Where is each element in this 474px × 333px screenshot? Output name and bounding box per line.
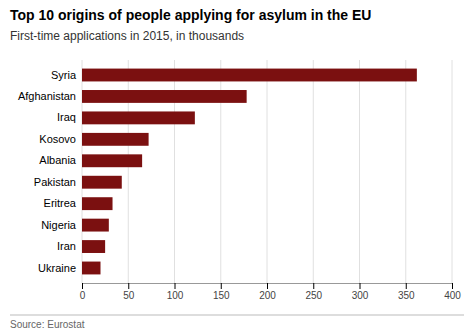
tick-label: 0: [80, 290, 86, 301]
tick-mark: [406, 283, 407, 289]
bar: [82, 176, 122, 189]
category-tick: Ukraine: [38, 262, 82, 274]
category-label: Syria: [51, 69, 77, 81]
category-label: Nigeria: [41, 219, 77, 231]
category-label: Afghanistan: [18, 90, 76, 102]
category-label: Eritrea: [44, 197, 77, 209]
tick: 100: [167, 283, 184, 301]
category-tick: Syria: [51, 69, 82, 81]
tick: 350: [398, 283, 415, 301]
category-tick: Eritrea: [44, 197, 82, 209]
bar: [82, 111, 195, 124]
bars: [82, 69, 417, 275]
y-axis: Syria Afghanistan Iraq Kosovo Albania Pakista…: [18, 61, 83, 284]
bar: [82, 262, 101, 275]
tick: 300: [352, 283, 369, 301]
tick-mark: [360, 283, 361, 289]
tick-label: 300: [352, 290, 369, 301]
tick-label: 350: [398, 290, 415, 301]
tick: 50: [123, 283, 135, 301]
category-label: Iraq: [57, 111, 76, 123]
bar: [82, 69, 417, 82]
tick-label: 50: [123, 290, 135, 301]
tick: 250: [305, 283, 322, 301]
category-label: Pakistan: [34, 176, 76, 188]
category-tick: Kosovo: [39, 133, 82, 145]
bar: [82, 197, 113, 210]
category-label: Iran: [57, 240, 76, 252]
tick-label: 200: [259, 290, 276, 301]
bar: [82, 219, 109, 232]
tick-mark: [175, 283, 176, 289]
title: Top 10 origins of people applying for as…: [10, 7, 371, 23]
tick-mark: [313, 283, 314, 289]
tick: 200: [259, 283, 276, 301]
category-tick: Pakistan: [34, 176, 82, 188]
source: Source: Eurostat: [10, 319, 85, 330]
chart: Top 10 origins of people applying for as…: [0, 0, 474, 333]
tick-mark: [452, 283, 453, 289]
tick: 400: [444, 283, 461, 301]
source-rule: [10, 315, 464, 316]
tick: 0: [80, 283, 86, 301]
axis-line: [82, 61, 83, 284]
bar: [82, 133, 149, 146]
grid-line: [267, 60, 268, 283]
tick-mark: [128, 283, 129, 289]
bar: [82, 154, 142, 167]
category-tick: Iraq: [57, 111, 82, 123]
bar: [82, 90, 247, 103]
grid-line: [405, 60, 406, 283]
category-tick: Albania: [39, 154, 82, 166]
bar: [82, 240, 105, 253]
tick-mark: [82, 283, 83, 289]
tick-label: 250: [305, 290, 322, 301]
tick-mark: [267, 283, 268, 289]
x-axis: 0 50 100 150 200 250 300 350 400: [80, 283, 462, 301]
subtitle: First-time applications in 2015, in thou…: [10, 29, 244, 43]
tick-mark: [221, 283, 222, 289]
tick: 150: [213, 283, 230, 301]
axis-line: [83, 284, 453, 290]
grid: [82, 60, 452, 283]
tick-label: 150: [213, 290, 230, 301]
tick-label: 100: [167, 290, 184, 301]
grid-line: [359, 60, 360, 283]
tick-label: 400: [444, 290, 461, 301]
category-label: Ukraine: [38, 262, 76, 274]
category-tick: Nigeria: [41, 219, 82, 231]
category-label: Kosovo: [39, 133, 76, 145]
category-tick: Iran: [57, 240, 82, 252]
category-label: Albania: [39, 154, 77, 166]
plot: 0 50 100 150 200 250 300 350 400 Syria Afghanistan…: [18, 60, 461, 301]
grid-line: [452, 60, 453, 283]
grid-line: [313, 60, 314, 283]
category-tick: Afghanistan: [18, 90, 82, 102]
